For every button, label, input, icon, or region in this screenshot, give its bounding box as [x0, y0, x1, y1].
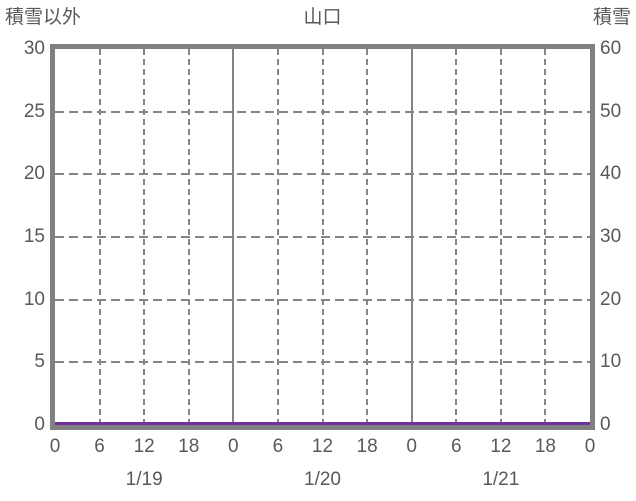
hour-tick-label: 0	[228, 436, 239, 457]
date-label: 1/20	[304, 469, 341, 490]
hour-tick-label: 18	[178, 436, 200, 457]
left-tick-label: 15	[23, 226, 45, 247]
hour-tick-label: 0	[49, 436, 61, 457]
right-tick-label: 60	[600, 38, 622, 59]
right-tick-label: 10	[600, 351, 622, 373]
right-tick-label: 0	[600, 414, 611, 435]
right-tick-label: 40	[600, 163, 622, 185]
v-gridline	[98, 49, 101, 425]
left-tick-label: 0	[34, 414, 45, 435]
left-tick-label: 5	[34, 351, 45, 373]
day-boundary-line	[232, 49, 235, 425]
left-axis-title: 積雪以外	[5, 7, 82, 28]
hour-tick-label: 12	[490, 436, 512, 457]
v-gridline	[544, 49, 547, 425]
right-axis-title: 積雪	[592, 7, 631, 28]
left-tick-label: 25	[23, 100, 45, 122]
v-gridline	[455, 49, 458, 425]
hour-tick-label: 12	[311, 436, 334, 457]
hour-tick-label: 12	[133, 436, 155, 457]
hour-tick-label: 6	[450, 436, 462, 457]
v-gridline	[499, 49, 502, 425]
v-gridline	[276, 49, 279, 425]
hour-tick-label: 18	[534, 436, 556, 457]
v-gridline	[366, 49, 369, 425]
chart-title: 山口	[303, 7, 342, 28]
v-gridline	[143, 49, 146, 425]
left-tick-label: 30	[23, 38, 45, 59]
date-label: 1/21	[482, 469, 520, 490]
right-tick-label: 30	[600, 226, 622, 247]
left-tick-label: 20	[23, 163, 45, 185]
hour-tick-label: 6	[94, 436, 105, 457]
day-boundary-line	[410, 49, 413, 425]
hour-tick-label: 18	[356, 436, 378, 457]
hour-tick-label: 0	[584, 436, 596, 457]
date-label: 1/19	[125, 469, 163, 490]
hour-tick-label: 0	[406, 436, 417, 457]
right-tick-label: 20	[600, 288, 622, 310]
right-tick-label: 50	[600, 100, 622, 122]
plot-area	[55, 49, 590, 425]
plot-frame	[50, 44, 595, 430]
v-gridline	[187, 49, 190, 425]
v-gridline	[321, 49, 324, 425]
left-tick-label: 10	[23, 288, 45, 310]
hour-tick-label: 6	[272, 436, 284, 457]
series-line-積雪以外	[55, 422, 590, 425]
